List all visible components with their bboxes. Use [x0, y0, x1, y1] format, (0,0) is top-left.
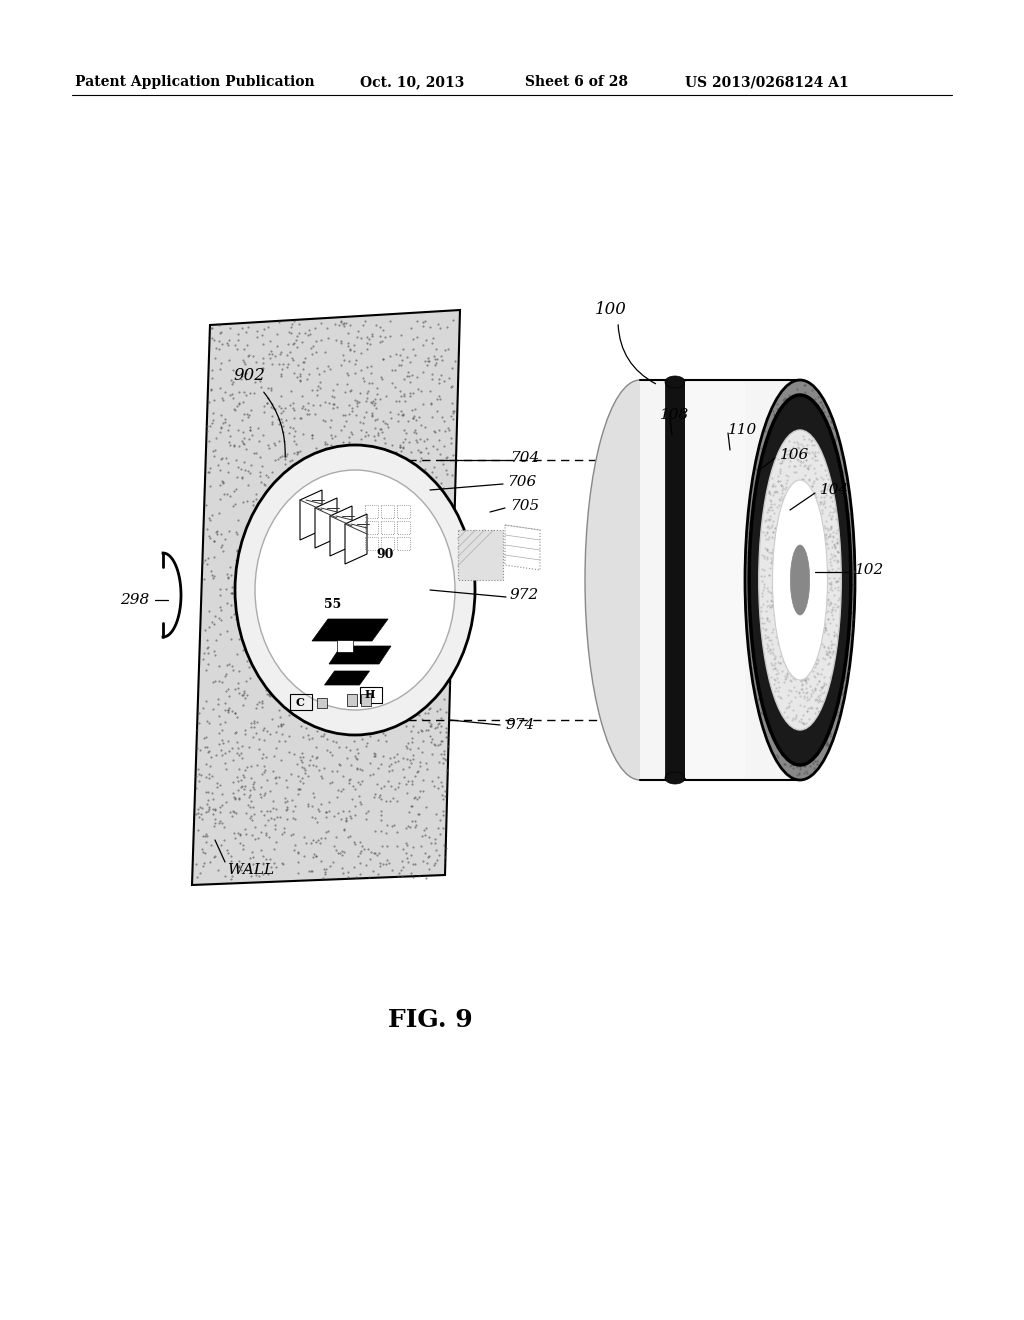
Polygon shape [193, 310, 460, 884]
Bar [290, 694, 312, 710]
Text: 108: 108 [660, 408, 689, 422]
Text: Patent Application Publication: Patent Application Publication [75, 75, 314, 88]
Text: 706: 706 [507, 475, 537, 488]
Ellipse shape [585, 380, 695, 780]
Polygon shape [329, 645, 391, 664]
Bar [381, 506, 394, 517]
Ellipse shape [750, 395, 851, 766]
Text: FIG. 9: FIG. 9 [388, 1008, 472, 1032]
Polygon shape [300, 490, 322, 540]
Text: 100: 100 [595, 301, 627, 318]
Polygon shape [330, 506, 352, 556]
Text: Oct. 10, 2013: Oct. 10, 2013 [360, 75, 464, 88]
Text: WALL: WALL [228, 863, 274, 876]
Text: 110: 110 [728, 422, 758, 437]
Ellipse shape [234, 445, 475, 735]
Bar [365, 506, 378, 517]
Bar [640, 380, 800, 780]
Ellipse shape [665, 772, 685, 784]
Bar [397, 521, 410, 535]
Ellipse shape [791, 545, 810, 615]
Text: Sheet 6 of 28: Sheet 6 of 28 [525, 75, 628, 88]
Bar [381, 537, 394, 550]
Bar [361, 694, 371, 706]
Text: 298: 298 [120, 593, 150, 607]
Ellipse shape [665, 376, 685, 388]
Ellipse shape [759, 430, 842, 730]
Text: 106: 106 [780, 447, 809, 462]
Bar [665, 381, 685, 777]
Text: 972: 972 [510, 587, 540, 602]
Text: 902: 902 [233, 367, 265, 384]
Text: 974: 974 [505, 718, 535, 733]
Bar [458, 531, 503, 579]
Text: C: C [296, 697, 304, 708]
Bar [365, 521, 378, 535]
Bar [337, 640, 353, 652]
Text: 705: 705 [510, 499, 540, 513]
Bar [347, 694, 357, 706]
Text: 55: 55 [325, 598, 342, 611]
Text: 102: 102 [855, 564, 885, 577]
Polygon shape [325, 671, 370, 685]
Bar [317, 698, 327, 708]
Polygon shape [345, 513, 367, 564]
Bar [365, 537, 378, 550]
Text: 704: 704 [510, 451, 540, 465]
Polygon shape [315, 498, 337, 548]
Bar [381, 521, 394, 535]
Text: H: H [365, 689, 375, 701]
Ellipse shape [745, 380, 855, 780]
Text: 104: 104 [820, 483, 849, 498]
Polygon shape [312, 619, 388, 642]
Bar [685, 381, 745, 777]
Text: US 2013/0268124 A1: US 2013/0268124 A1 [685, 75, 849, 88]
Bar [397, 537, 410, 550]
Ellipse shape [772, 480, 827, 680]
Text: 90: 90 [376, 549, 393, 561]
Ellipse shape [255, 470, 455, 710]
Bar [397, 506, 410, 517]
Bar [360, 686, 382, 704]
